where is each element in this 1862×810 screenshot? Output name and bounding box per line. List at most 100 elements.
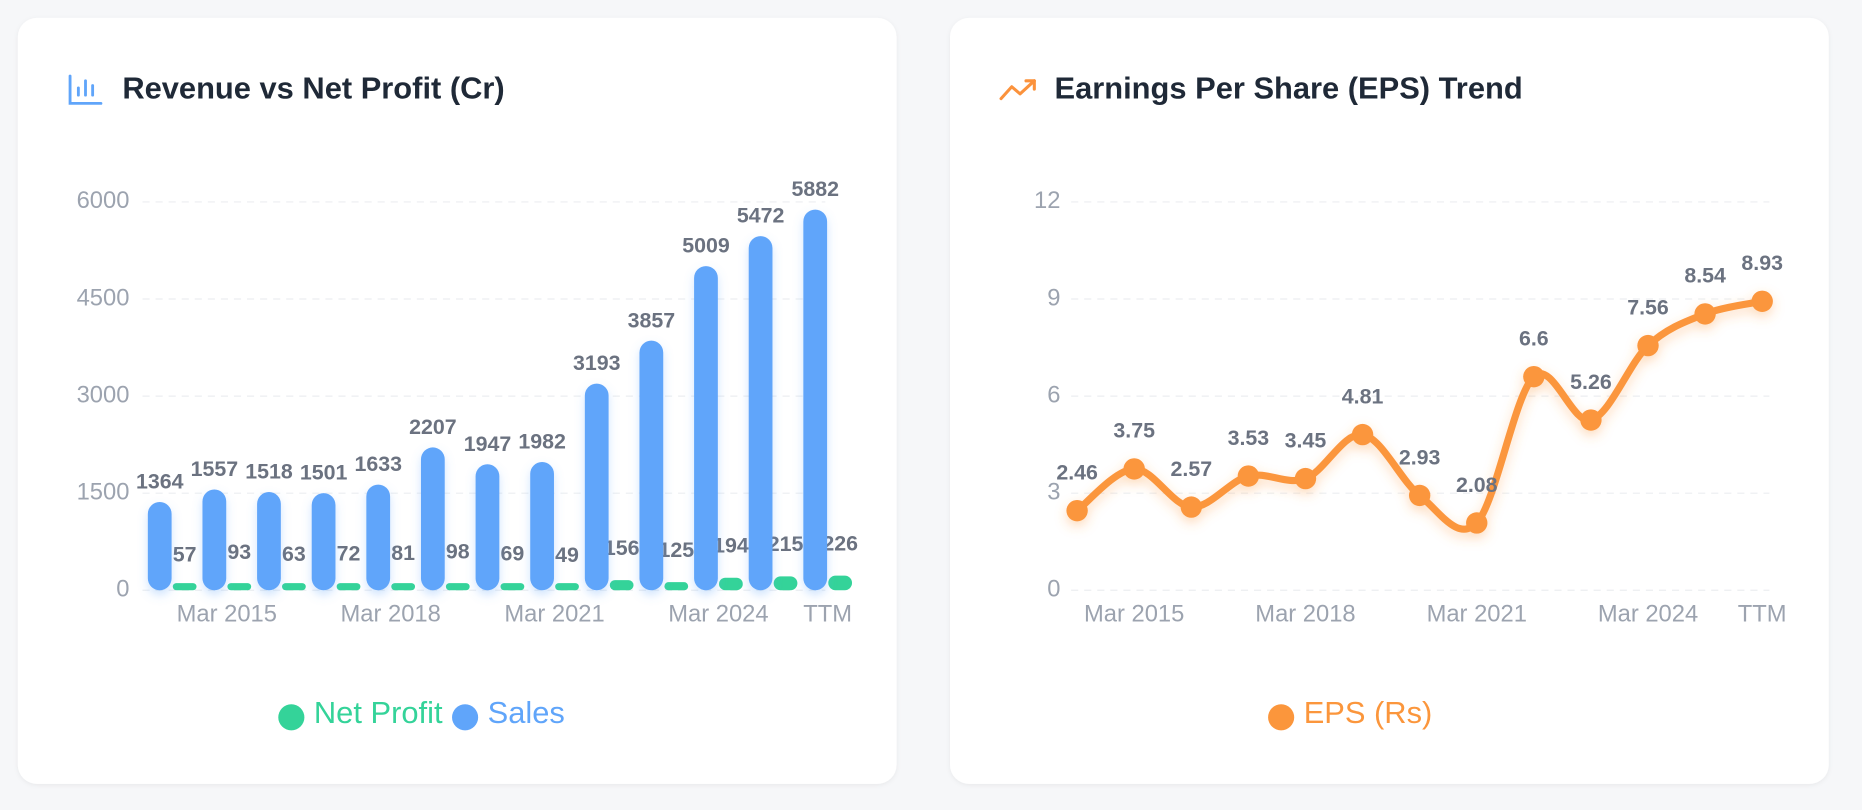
bar [748,236,773,591]
value-label: 226 [822,531,858,555]
value-label: 1518 [245,460,293,484]
value-label: 1633 [354,452,402,476]
legend-label: Net Profit [314,695,443,730]
value-label: 72 [337,541,361,565]
value-label: 3193 [573,351,621,375]
y-tick-label: 0 [116,576,129,603]
bar [257,492,281,591]
y-tick-label: 6000 [77,187,130,214]
chart-title: Earnings Per Share (EPS) Trend [1055,70,1523,105]
bar-series [172,575,853,591]
value-label: 8.93 [1741,251,1783,275]
bar [202,489,227,591]
legend: EPS (Rs) [1268,695,1433,731]
x-tick-label: Mar 2018 [341,600,441,627]
x-tick-label: Mar 2021 [1427,600,1527,627]
bar [584,383,609,591]
point [1066,499,1088,522]
value-label: 7.56 [1627,295,1669,319]
value-label: 2.57 [1171,457,1213,481]
card [950,17,1829,784]
value-label: 3.53 [1228,426,1270,450]
value-label: 69 [501,542,525,566]
legend: Net Profit Sales [278,695,565,731]
value-label: 49 [555,543,579,567]
bar [694,266,718,591]
value-label: 125 [658,538,694,562]
x-tick-label: TTM [803,600,852,627]
point [1180,496,1202,518]
y-tick-label: 12 [1034,187,1060,214]
bar [420,447,445,591]
bar [147,501,172,591]
value-label: 93 [227,540,251,564]
bar [773,576,798,591]
value-label: 215 [768,532,804,556]
value-label: 156 [604,536,640,560]
value-label: 1557 [191,457,239,481]
bar [609,580,634,591]
point [1351,423,1374,446]
bar [719,577,743,591]
point [1123,458,1145,480]
legend-label: EPS (Rs) [1304,695,1433,730]
bar [336,583,361,591]
bar [639,340,664,591]
x-tick-label: Mar 2024 [668,600,768,627]
value-label: 2.08 [1456,473,1498,497]
point [1637,334,1659,357]
chart-title: Revenue vs Net Profit (Cr) [122,70,504,105]
y-tick-label: 4500 [77,284,130,311]
bar [282,583,306,591]
legend-swatch [452,704,479,731]
y-tick-label: 3 [1047,478,1060,505]
value-label: 81 [391,541,415,565]
y-tick-label: 3000 [77,381,130,408]
trend-icon [999,79,1036,101]
x-tick-label: Mar 2021 [504,600,604,627]
x-tick-label: Mar 2018 [1255,600,1355,627]
bar-series [147,209,828,591]
y-tick-label: 6 [1047,381,1060,408]
point [1237,465,1260,487]
legend-swatch [1268,704,1295,731]
value-label: 1501 [300,461,348,485]
value-label: 1947 [464,432,512,456]
bar [366,484,391,591]
bar [311,493,336,591]
value-label: 5472 [737,204,785,228]
bar [803,209,828,591]
point [1580,409,1602,431]
legend-label: Sales [488,695,565,730]
value-label: 1982 [518,430,566,454]
value-label: 57 [173,542,197,566]
bar [391,583,416,591]
bar [445,583,470,591]
value-label: 2.93 [1399,445,1441,469]
value-label: 4.81 [1342,384,1384,408]
point [1408,484,1431,507]
point [1466,512,1488,534]
value-label: 2207 [409,415,457,439]
value-label: 63 [282,542,306,566]
line-series [1066,290,1773,534]
value-label: 5.26 [1570,370,1612,394]
point [1694,303,1716,325]
bar [828,575,853,591]
y-tick-label: 9 [1047,284,1060,311]
y-tick-label: 1500 [77,478,130,505]
bar [555,583,579,591]
value-label: 5882 [791,177,839,201]
bar [227,583,252,591]
value-label: 3.75 [1113,419,1155,443]
value-label: 2.46 [1056,460,1098,484]
bar [530,461,554,591]
value-label: 6.6 [1519,327,1549,351]
value-label: 194 [713,533,749,557]
bar [172,583,197,591]
point [1294,467,1317,490]
x-tick-label: Mar 2015 [177,600,277,627]
bar [664,582,689,591]
value-label: 98 [446,540,470,564]
